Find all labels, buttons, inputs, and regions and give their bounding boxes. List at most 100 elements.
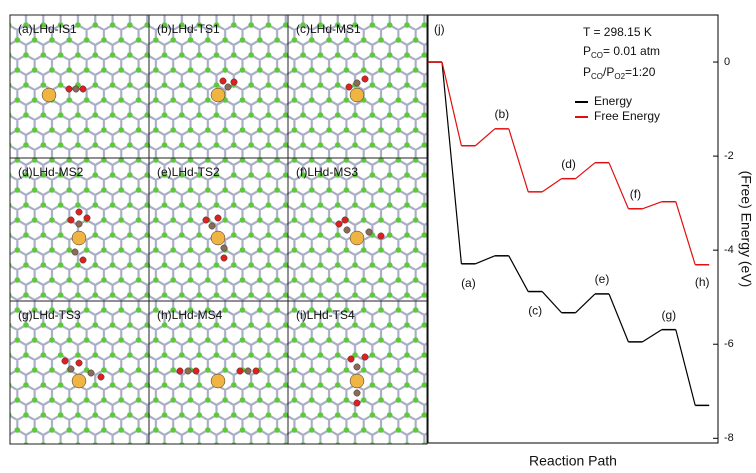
connector (676, 202, 695, 265)
panel-label: (f)LHd-MS3 (296, 165, 358, 179)
atom (73, 86, 79, 92)
atom (362, 76, 368, 82)
connector (475, 256, 494, 264)
atom (76, 221, 82, 227)
point-label: (g) (661, 308, 676, 322)
atom (350, 374, 364, 388)
structure-panel (288, 301, 427, 444)
condition-part: =1:20 (625, 65, 656, 79)
atom (231, 79, 237, 85)
atom (237, 368, 243, 374)
condition: PCO/PO2=1:20 (583, 65, 656, 81)
condition: T = 298.15 K (583, 25, 652, 39)
atom (253, 368, 259, 374)
point-label: (h) (695, 275, 710, 289)
atom (211, 88, 225, 102)
connector (542, 292, 561, 313)
legend-label: Energy (594, 94, 632, 108)
condition: PCO= 0.01 atm (583, 44, 660, 60)
atom (350, 231, 364, 245)
atom (346, 84, 352, 90)
condition-part: CO (591, 51, 603, 60)
atom (348, 356, 354, 362)
atom (193, 368, 199, 374)
atom (66, 86, 72, 92)
point-label: (f) (630, 187, 641, 201)
y-tick-label: -6 (724, 338, 734, 350)
atom (80, 86, 86, 92)
point-label: (e) (595, 272, 610, 286)
panel-label: (d)LHd-MS2 (18, 165, 84, 179)
connector (609, 294, 628, 342)
point-label: (b) (494, 107, 509, 121)
condition-part: T = 298.15 K (583, 25, 652, 39)
atom (215, 215, 221, 221)
atom (378, 233, 384, 239)
connector (475, 129, 494, 146)
y-tick-label: -2 (724, 150, 734, 162)
atom (362, 354, 368, 360)
plot-frame (428, 15, 718, 443)
structure-panel (149, 301, 288, 444)
panel-label: (j) (434, 22, 445, 36)
panel-label: (e)LHd-TS2 (157, 165, 220, 179)
condition-part: /P (603, 65, 614, 79)
atom (245, 368, 251, 374)
atom (344, 227, 350, 233)
structure-panels: (a)LHd-IS1(b)LHd-TS1(c)LHd-MS1(d)LHd-MS2… (10, 15, 427, 444)
connector (676, 330, 695, 406)
atom (98, 374, 104, 380)
y-tick-label: 0 (724, 56, 730, 68)
atom (68, 366, 74, 372)
y-tick-label: -8 (724, 432, 734, 444)
condition-part: O2 (614, 72, 625, 81)
condition-part: P (583, 44, 591, 58)
atom (185, 368, 191, 374)
atom (42, 88, 56, 102)
panel-label: (g)LHd-TS3 (18, 308, 81, 322)
panel-label: (a)LHd-IS1 (18, 22, 77, 36)
atom (203, 217, 209, 223)
atom (225, 84, 231, 90)
atom (68, 217, 74, 223)
condition-part: P (583, 65, 591, 79)
structure-panel (10, 301, 149, 444)
condition-part: CO (591, 72, 603, 81)
panel-label: (b)LHd-TS1 (157, 22, 220, 36)
connector (609, 163, 628, 209)
atom (354, 390, 360, 396)
atom (88, 370, 94, 376)
atom (342, 217, 348, 223)
connector (576, 163, 595, 179)
structure-panel (10, 15, 149, 158)
atom (177, 368, 183, 374)
point-label: (c) (528, 304, 542, 318)
atom (62, 358, 68, 364)
point-label: (d) (561, 157, 576, 171)
point-label: (a) (461, 276, 476, 290)
atom (72, 249, 78, 255)
atom (72, 374, 86, 388)
atom (354, 364, 360, 370)
x-axis-label: Reaction Path (529, 453, 617, 469)
panel-label: (i)LHd-TS4 (296, 308, 355, 322)
atom (336, 221, 342, 227)
atom (72, 231, 86, 245)
connector (642, 202, 661, 209)
atom (221, 245, 227, 251)
connector (442, 62, 461, 146)
connector (576, 294, 595, 313)
connector (509, 129, 528, 192)
atom (211, 374, 225, 388)
structure-panel (288, 158, 427, 301)
connector (542, 179, 561, 192)
atom (211, 231, 225, 245)
structure-panel (149, 158, 288, 301)
connector (642, 330, 661, 342)
atom (80, 257, 86, 263)
panel-label: (h)LHd-MS4 (157, 308, 223, 322)
atom (366, 229, 372, 235)
atom (209, 223, 215, 229)
atom (221, 255, 227, 261)
structure-panel (149, 15, 288, 158)
